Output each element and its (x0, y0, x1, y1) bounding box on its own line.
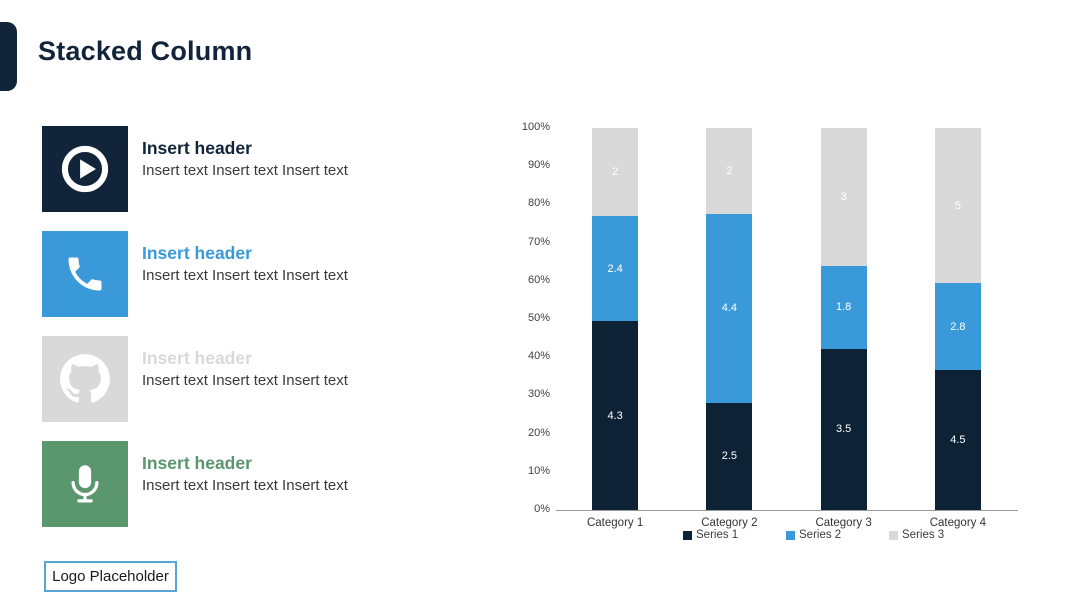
y-axis-tick: 30% (527, 388, 550, 401)
y-axis-tick: 100% (521, 121, 550, 133)
data-label: 3 (840, 191, 847, 204)
y-axis-tick: 40% (527, 350, 550, 363)
feature-item-4: Insert header Insert text Insert text In… (42, 441, 462, 527)
legend-marker (786, 530, 795, 540)
y-axis-tick: 50% (527, 312, 550, 324)
legend-label: Series 2 (799, 529, 842, 541)
github-icon (42, 336, 128, 422)
data-label: 2 (612, 165, 619, 178)
data-label: 2 (726, 164, 733, 177)
bar-segment-series-3: 2 (592, 128, 639, 216)
bar-segment-series-3: 5 (934, 128, 981, 284)
page-title: Stacked Column (38, 36, 253, 66)
data-label: 1.8 (835, 301, 852, 314)
feature-item-1: Insert header Insert text Insert text In… (42, 126, 462, 212)
feature-text-1: Insert header Insert text Insert text In… (142, 138, 442, 181)
feature-header: Insert header (142, 348, 252, 368)
feature-body-text: Insert text Insert text Insert text (142, 372, 348, 389)
legend-marker (683, 530, 692, 540)
y-axis-tick: 60% (527, 273, 550, 286)
x-axis-category-label: Category 3 (815, 517, 872, 529)
y-axis-tick: 80% (527, 197, 550, 210)
microphone-icon (42, 441, 128, 527)
bar-segment-series-2: 1.8 (820, 266, 867, 349)
y-axis-tick: 0% (534, 503, 550, 515)
x-axis-line (556, 510, 1018, 511)
feature-body-text: Insert text Insert text Insert text (142, 267, 348, 284)
feature-header: Insert header (142, 243, 252, 263)
data-label: 3.5 (835, 423, 852, 436)
feature-body-text: Insert text Insert text Insert text (142, 162, 348, 179)
legend-item: Series 2 (786, 529, 841, 541)
bar-segment-series-1: 4.5 (934, 370, 981, 510)
bar-segment-series-2: 2.8 (934, 283, 981, 371)
slide-accent-tab (0, 22, 17, 91)
bar-segment-series-1: 2.5 (706, 402, 753, 510)
legend-label: Series 3 (902, 529, 945, 541)
feature-item-3: Insert header Insert text Insert text In… (42, 336, 462, 422)
legend-item: Series 1 (683, 529, 738, 541)
feature-text-4: Insert header Insert text Insert text In… (142, 453, 442, 496)
data-label: 5 (954, 199, 961, 212)
bar-segment-series-3: 3 (820, 128, 867, 267)
feature-text-3: Insert header Insert text Insert text In… (142, 348, 442, 391)
x-axis-category-label: Category 4 (929, 517, 986, 529)
bar-segment-series-2: 4.4 (706, 213, 753, 403)
y-axis-tick: 70% (527, 235, 550, 248)
logo-placeholder-label: Logo Placeholder (52, 568, 169, 585)
data-label: 4.3 (607, 409, 623, 422)
bar-segment-series-3: 2 (706, 128, 753, 214)
y-axis-tick: 20% (527, 426, 550, 439)
legend-label: Series 1 (696, 529, 739, 541)
data-label: 2.8 (950, 320, 966, 333)
feature-body-text: Insert text Insert text Insert text (142, 477, 348, 494)
feature-text-2: Insert header Insert text Insert text In… (142, 243, 442, 286)
bar-segment-series-2: 2.4 (592, 215, 639, 322)
phone-icon (42, 231, 128, 317)
data-label: 4.4 (721, 302, 738, 315)
logo-placeholder[interactable]: Logo Placeholder (44, 561, 177, 592)
legend-item: Series 3 (889, 529, 944, 541)
feature-header: Insert header (142, 453, 252, 473)
feature-item-2: Insert header Insert text Insert text In… (42, 231, 462, 317)
play-circle-icon (42, 126, 128, 212)
bar-segment-series-1: 3.5 (820, 348, 867, 510)
data-label: 2.4 (607, 262, 623, 275)
feature-list: Insert header Insert text Insert text In… (0, 0, 480, 608)
x-axis-category-label: Category 1 (586, 517, 644, 529)
bar-segment-series-1: 4.3 (592, 321, 639, 510)
data-label: 2.5 (721, 450, 738, 463)
y-axis-tick: 90% (527, 159, 550, 172)
legend-marker (889, 530, 898, 540)
x-axis-category-label: Category 2 (701, 517, 758, 529)
feature-header: Insert header (142, 138, 252, 158)
data-label: 4.5 (950, 434, 966, 447)
y-axis-tick: 10% (527, 464, 550, 477)
